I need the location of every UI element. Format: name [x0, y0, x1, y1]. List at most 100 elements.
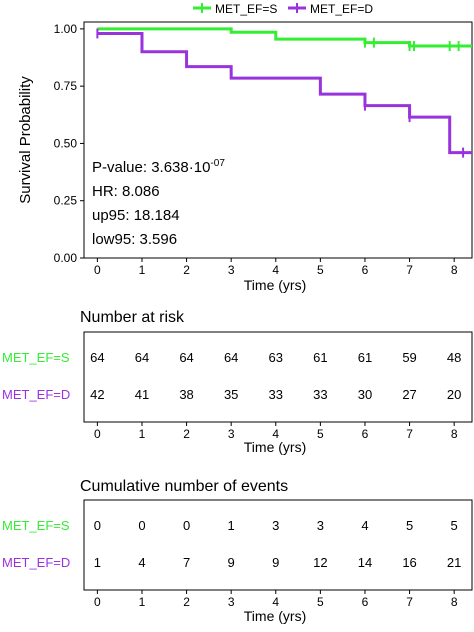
table-x-tick-label: 3: [228, 595, 235, 609]
table-cell: 33: [269, 387, 283, 402]
km-x-tick-label: 7: [406, 263, 413, 277]
table-row-label: MET_EF=S: [2, 518, 70, 533]
table-cell: 16: [402, 555, 416, 570]
km-x-axis: 0 1 2 3 4 5 6 7 8: [94, 258, 458, 277]
table-cell: 48: [447, 350, 461, 365]
table-cell: 1: [94, 555, 101, 570]
table-x-tick-label: 8: [451, 427, 458, 441]
km-x-tick-label: 0: [94, 263, 101, 277]
km-y-tick-label: 0.50: [54, 136, 78, 150]
events-table-x-axis-label: Time (yrs): [244, 608, 306, 624]
risk-table-title: Number at risk: [80, 309, 185, 326]
legend-label-d: MET_EF=D: [310, 2, 373, 16]
table-cell: 41: [135, 387, 149, 402]
table-cell: 21: [447, 555, 461, 570]
events-table-title: Cumulative number of events: [80, 478, 288, 495]
table-x-tick-label: 0: [94, 427, 101, 441]
stats-pvalue-exponent: -07: [210, 158, 225, 169]
table-cell: 33: [313, 387, 327, 402]
risk-table: Number at risk MET_EF=S 64 64 64 64 63 61 61 59 4…: [2, 309, 473, 455]
table-cell: 61: [358, 350, 372, 365]
km-curve-s: [97, 27, 472, 48]
table-cell: 0: [183, 518, 190, 533]
table-x-tick-label: 8: [451, 595, 458, 609]
risk-table-x-axis-label: Time (yrs): [244, 439, 306, 455]
stats-up95: up95: 18.184: [92, 207, 180, 224]
table-x-tick-label: 4: [272, 595, 279, 609]
km-curves: [96, 27, 472, 158]
km-x-tick-label: 1: [139, 263, 146, 277]
table-cell: 0: [138, 518, 145, 533]
km-y-axis: 0.00 0.25 0.50 0.75 1.00: [54, 22, 84, 265]
table-x-tick-label: 5: [317, 595, 324, 609]
table-cell: 64: [179, 350, 193, 365]
table-x-tick-label: 1: [139, 427, 146, 441]
table-cell: 9: [272, 555, 279, 570]
table-cell: 7: [183, 555, 190, 570]
table-cell: 64: [90, 350, 104, 365]
km-y-tick-label: 1.00: [54, 22, 78, 36]
legend-label-s: MET_EF=S: [215, 2, 277, 16]
table-cell: 27: [402, 387, 416, 402]
km-plot: 0.00 0.25 0.50 0.75 1.00 0 1 2 3 4 5 6 7 8 Survival …: [17, 21, 473, 293]
table-cell: 0: [94, 518, 101, 533]
table-row-label: MET_EF=D: [2, 387, 70, 402]
table-row-label: MET_EF=S: [2, 350, 70, 365]
table-x-tick-label: 0: [94, 595, 101, 609]
km-x-tick-label: 3: [228, 263, 235, 277]
table-x-tick-label: 7: [406, 427, 413, 441]
table-cell: 4: [138, 555, 145, 570]
table-cell: 14: [358, 555, 372, 570]
table-x-tick-label: 3: [228, 427, 235, 441]
stats-box-bg: [88, 152, 238, 252]
table-x-tick-label: 7: [406, 595, 413, 609]
table-x-tick-label: 6: [362, 595, 369, 609]
km-x-tick-label: 4: [272, 263, 279, 277]
km-x-tick-label: 6: [362, 263, 369, 277]
stats-box: P-value: 3.638·10-07 HR: 8.086 up95: 18.…: [88, 152, 238, 252]
stats-low95: low95: 3.596: [92, 231, 177, 248]
table-cell: 20: [447, 387, 461, 402]
table-x-tick-label: 2: [183, 595, 190, 609]
km-y-tick-label: 0.00: [54, 251, 78, 265]
table-cell: 42: [90, 387, 104, 402]
km-curve-d: [97, 31, 472, 155]
table-x-tick-label: 6: [362, 427, 369, 441]
table-row-label: MET_EF=D: [2, 555, 70, 570]
table-cell: 64: [224, 350, 238, 365]
table-cell: 9: [228, 555, 235, 570]
stats-pvalue: P-value: 3.638·10-07: [92, 158, 225, 176]
km-x-axis-label: Time (yrs): [244, 277, 306, 293]
table-x-tick-label: 5: [317, 427, 324, 441]
km-x-tick-label: 5: [317, 263, 324, 277]
stats-hr: HR: 8.086: [92, 183, 160, 200]
events-table: Cumulative number of events MET_EF=S 0 0 0 1…: [2, 478, 473, 624]
table-cell: 38: [179, 387, 193, 402]
km-y-axis-label: Survival Probability: [17, 76, 34, 204]
events-table-frame: [83, 499, 473, 591]
table-cell: 59: [402, 350, 416, 365]
table-cell: 12: [313, 555, 327, 570]
table-cell: 3: [272, 518, 279, 533]
km-x-tick-label: 8: [451, 263, 458, 277]
table-cell: 1: [228, 518, 235, 533]
table-x-tick-label: 2: [183, 427, 190, 441]
table-cell: 30: [358, 387, 372, 402]
table-x-tick-label: 4: [272, 427, 279, 441]
km-y-tick-label: 0.75: [54, 79, 78, 93]
table-x-tick-label: 1: [139, 595, 146, 609]
table-cell: 3: [317, 518, 324, 533]
table-cell: 35: [224, 387, 238, 402]
km-y-tick-label: 0.25: [54, 194, 78, 208]
km-x-tick-label: 2: [183, 263, 190, 277]
table-cell: 5: [406, 518, 413, 533]
table-cell: 64: [135, 350, 149, 365]
km-plot-frame: [83, 21, 473, 259]
table-cell: 61: [313, 350, 327, 365]
table-cell: 5: [451, 518, 458, 533]
table-cell: 4: [361, 518, 368, 533]
table-cell: 63: [269, 350, 283, 365]
